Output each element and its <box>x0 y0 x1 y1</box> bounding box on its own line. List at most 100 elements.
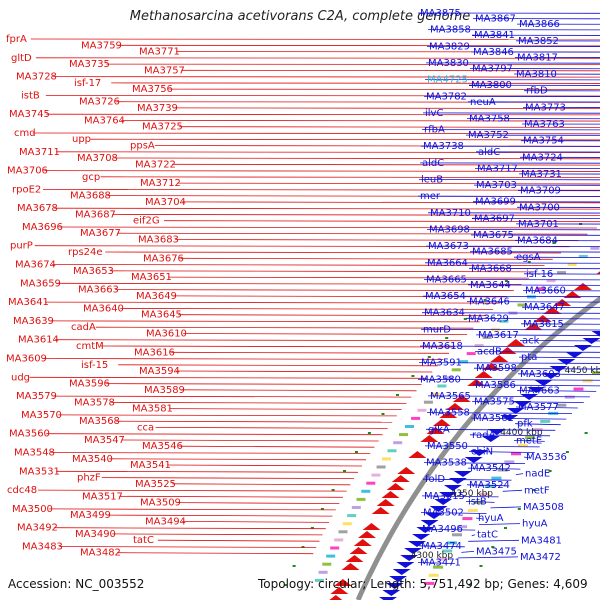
reverse-gene-arrow <box>527 387 546 393</box>
left-label-leader <box>105 251 562 254</box>
forward-gene-arrow <box>439 411 458 418</box>
reverse-gene-arrow <box>416 527 435 533</box>
gene-label-left: MA3492 <box>17 523 58 534</box>
gene-label-left: MA3653 <box>73 266 114 277</box>
forward-gene-arrow <box>358 531 376 538</box>
track-tick-outer <box>301 546 305 548</box>
left-label-leader <box>112 533 323 536</box>
gene-label-right: MA3782 <box>426 91 467 102</box>
gene-label-left: MA3578 <box>74 397 115 408</box>
left-label-leader <box>167 464 363 467</box>
gene-label-left: phzF <box>77 473 101 484</box>
reverse-gene-arrow <box>443 485 462 491</box>
forward-gene-arrow <box>498 347 517 354</box>
gene-label-left: MA3490 <box>75 529 116 540</box>
left-label-leader <box>57 282 522 285</box>
feature-block <box>437 557 448 561</box>
right-label-leader <box>425 245 600 247</box>
feature-block <box>314 578 324 582</box>
right-label-leader <box>466 484 508 487</box>
right-label-leader <box>427 212 600 214</box>
right-label-leader <box>521 306 600 309</box>
gene-label-left: MA3663 <box>78 285 119 296</box>
feature-block <box>467 509 478 512</box>
right-label-leader <box>467 284 600 286</box>
feature-block <box>532 428 543 431</box>
gene-label-right: MA3654 <box>425 291 466 302</box>
left-label-leader <box>29 376 427 379</box>
feature-block <box>423 400 433 404</box>
reverse-gene-arrow <box>557 359 576 365</box>
right-label-leader <box>421 312 600 314</box>
track-tick-outer <box>320 508 324 510</box>
track-tick-inner <box>479 565 483 567</box>
left-label-leader <box>117 232 588 235</box>
left-label-leader <box>46 433 384 436</box>
track-tick-outer <box>527 261 531 263</box>
track-tick-outer <box>310 527 314 529</box>
right-label-leader <box>513 256 600 258</box>
left-label-leader <box>112 213 600 216</box>
forward-gene-arrow <box>386 483 405 490</box>
left-label-leader <box>182 521 330 523</box>
track-tick-outer <box>483 299 487 301</box>
feature-block <box>382 457 391 461</box>
reverse-gene-arrow <box>500 415 519 421</box>
gene-label-left: gltD <box>11 53 32 64</box>
gene-label-left: isf-15 <box>81 360 108 371</box>
feature-block <box>479 492 490 496</box>
right-label-leader <box>469 434 551 437</box>
gene-label-left: MA3676 <box>143 253 184 264</box>
gene-label-right: MA3829 <box>429 41 470 52</box>
feature-block <box>462 517 473 521</box>
kbp-position-label: 4300 kbp <box>411 551 454 561</box>
feature-block <box>371 473 381 477</box>
left-label-leader <box>107 514 333 517</box>
gene-label-right: MA3496 <box>422 524 463 535</box>
gene-label-right: MA3800 <box>471 80 512 91</box>
reverse-gene-arrow <box>382 590 401 596</box>
feature-block <box>567 263 577 266</box>
right-label-leader <box>469 68 600 70</box>
feature-block <box>473 500 484 504</box>
track-tick-inner <box>468 584 472 586</box>
accession-label: Accession: NC_003552 <box>8 577 145 591</box>
gene-label-left: istB <box>21 90 40 101</box>
gene-label-right: MA3738 <box>423 141 464 152</box>
left-label-leader <box>53 395 412 398</box>
gene-label-left: MA3589 <box>144 385 185 396</box>
forward-gene-arrow <box>362 523 381 530</box>
reverse-gene-arrow <box>429 506 448 512</box>
gene-label-right: MA3684 <box>517 236 558 247</box>
right-label-leader <box>468 451 535 453</box>
left-label-leader <box>172 483 351 486</box>
forward-gene-arrow <box>467 379 486 386</box>
gene-label-right: MA3558 <box>429 408 470 419</box>
right-label-leader <box>419 528 476 531</box>
left-label-leader <box>59 226 597 229</box>
left-label-leader <box>114 157 600 160</box>
track-tick-outer <box>504 280 508 282</box>
forward-gene-arrow <box>329 595 343 600</box>
gene-label-right: metF <box>524 485 550 496</box>
gene-label-right: MA3508 <box>523 502 564 513</box>
left-label-leader <box>169 88 600 90</box>
right-label-leader <box>419 345 600 348</box>
left-label-leader <box>46 113 600 116</box>
left-label-leader <box>120 307 494 310</box>
forward-gene-arrow <box>408 451 427 458</box>
gene-label-left: MA3651 <box>131 272 172 283</box>
left-label-leader <box>58 414 397 417</box>
right-label-leader <box>472 201 600 203</box>
gene-label-right: pfk <box>517 419 533 430</box>
right-label-leader <box>516 390 597 392</box>
gene-label-right: MA3634 <box>424 308 465 319</box>
gene-label-right: MA3846 <box>473 47 514 58</box>
right-label-leader <box>420 328 600 331</box>
left-label-leader <box>111 401 407 404</box>
gene-label-left: MA3579 <box>16 391 57 402</box>
feature-block <box>546 279 556 283</box>
feature-block <box>347 514 357 518</box>
right-label-leader <box>427 29 600 31</box>
